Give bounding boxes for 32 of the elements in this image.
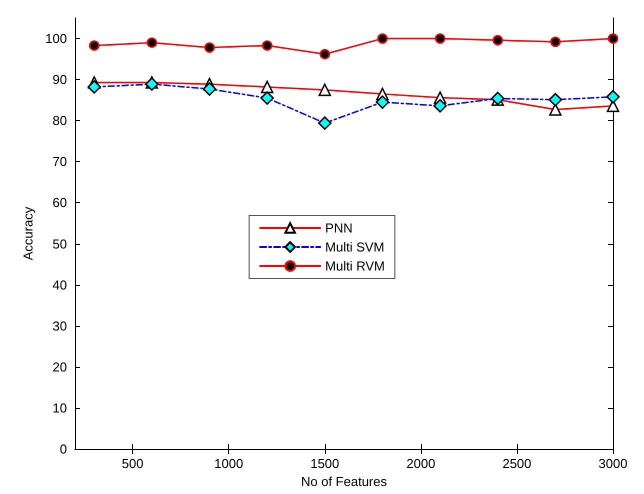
- legend-label: Multi RVM: [325, 258, 385, 274]
- y-tick-label: 60: [52, 195, 67, 210]
- y-tick-label: 70: [52, 154, 67, 170]
- x-tick-label: 3000: [598, 456, 628, 471]
- point: [88, 40, 100, 51]
- point: [262, 40, 272, 51]
- legend-label: Multi SVM: [325, 240, 384, 254]
- x-tick-label: 2000: [406, 456, 436, 471]
- point: [608, 33, 618, 44]
- point: [550, 36, 561, 48]
- y-tick-label: 30: [52, 318, 67, 334]
- y-tick-label: 0: [60, 442, 67, 456]
- point: [377, 33, 388, 44]
- x-tick-label: 1500: [310, 456, 340, 471]
- y-tick-label: 80: [52, 113, 67, 128]
- x-axis-title: No of Features: [301, 474, 388, 489]
- point: [204, 42, 215, 53]
- y-tick-label: 90: [52, 72, 67, 88]
- point: [434, 33, 446, 44]
- point: [320, 48, 330, 60]
- y-tick-label: 40: [52, 277, 67, 292]
- y-tick-label: 50: [52, 236, 67, 252]
- y-axis-title: Accuracy: [20, 206, 36, 260]
- y-tick-label: 20: [52, 359, 67, 374]
- x-tick-label: 1000: [214, 456, 244, 471]
- point: [492, 34, 503, 46]
- y-tick-label: 100: [45, 31, 67, 46]
- x-tick-label: 500: [122, 456, 144, 471]
- x-tick-label: 2500: [502, 456, 532, 471]
- y-tick-label: 10: [52, 400, 67, 416]
- legend-label: PNN: [325, 220, 353, 236]
- point: [146, 37, 158, 48]
